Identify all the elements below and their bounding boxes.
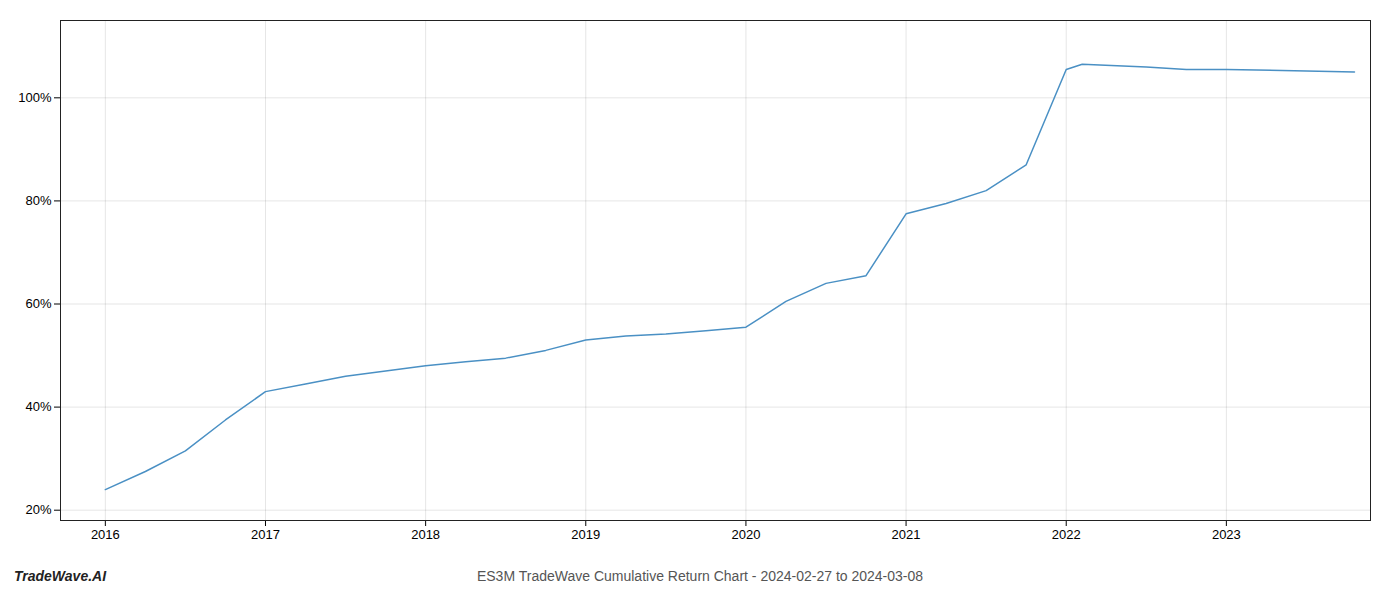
svg-text:2022: 2022 [1052, 527, 1081, 542]
svg-text:60%: 60% [25, 296, 51, 311]
html-text:TradeWave.AI: TradeWave.AI [14, 568, 107, 584]
svg-text:2020: 2020 [731, 527, 760, 542]
svg-text:2019: 2019 [571, 527, 600, 542]
svg-text:100%: 100% [18, 90, 52, 105]
svg-text:20%: 20% [25, 502, 51, 517]
svg-text:2018: 2018 [411, 527, 440, 542]
svg-text:2016: 2016 [91, 527, 120, 542]
svg-text:40%: 40% [25, 399, 51, 414]
svg-text:2017: 2017 [251, 527, 280, 542]
html-text:ES3M TradeWave Cumulative Retu: ES3M TradeWave Cumulative Return Chart -… [476, 568, 924, 584]
svg-text:2021: 2021 [892, 527, 921, 542]
svg-text:80%: 80% [25, 193, 51, 208]
svg-text:2023: 2023 [1212, 527, 1241, 542]
